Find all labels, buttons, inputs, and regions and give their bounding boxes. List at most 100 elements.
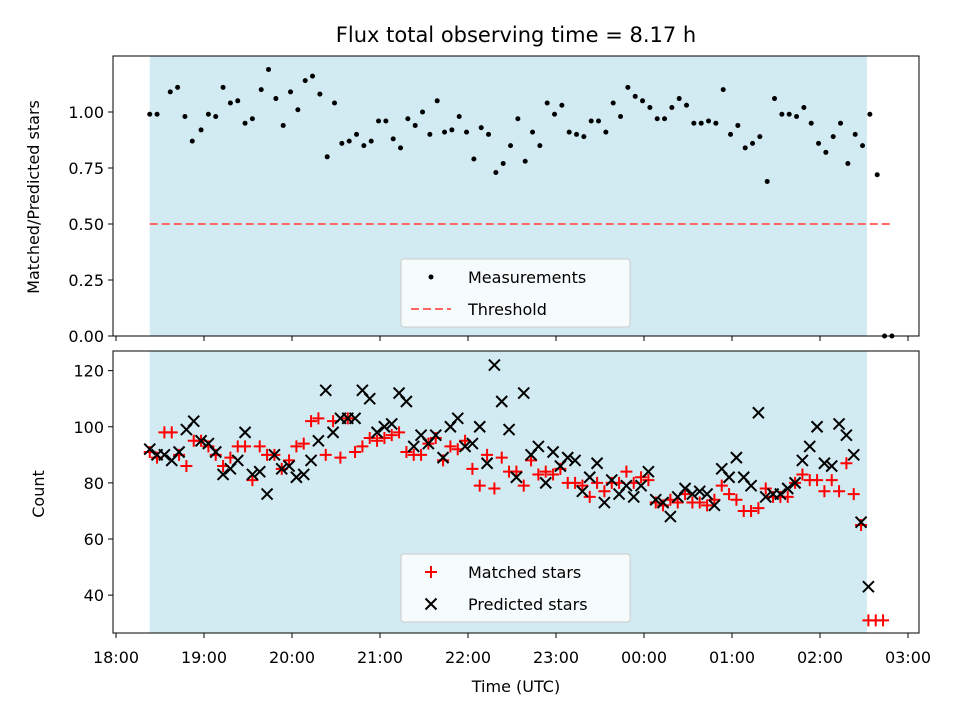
predicted-stars-point-31	[370, 426, 384, 439]
predicted-stars-point-96	[847, 448, 860, 462]
matched-stars-point-37	[415, 448, 428, 461]
matched-stars-point-48	[495, 451, 508, 464]
measurements-point-38	[434, 98, 440, 104]
matched-stars-point-55	[547, 468, 560, 481]
predicted-stars-point-62	[598, 496, 611, 509]
measurements-point-49	[515, 116, 521, 122]
matched-stars-point-14	[246, 474, 259, 487]
matched-stars-point-84	[759, 482, 772, 495]
matched-stars-point-44	[466, 462, 479, 475]
matched-stars-point-41	[444, 440, 457, 453]
predicted-stars-point-71	[664, 510, 677, 523]
measurements-point-58	[581, 134, 587, 140]
predicted-stars-point-88	[788, 476, 802, 490]
matched-stars-point-20	[290, 440, 303, 453]
measurements-point-76	[713, 120, 719, 126]
legend-label-predicted-stars: Predicted stars	[468, 595, 588, 614]
predicted-stars-point-70	[656, 496, 670, 509]
predicted-stars-point-12	[231, 454, 244, 467]
measurements-point-94	[845, 161, 851, 167]
matched-stars-point-76	[701, 499, 714, 512]
measurements-point-59	[588, 118, 594, 124]
measurements-point-37	[427, 131, 433, 137]
measurements-point-20	[302, 78, 308, 84]
predicted-stars-point-49	[502, 423, 516, 436]
measurements-point-23	[324, 154, 330, 160]
matched-stars-point-50	[510, 465, 523, 478]
measurements-point-79	[735, 122, 741, 128]
measurements-point-51	[530, 129, 536, 135]
predicted-stars-point-15	[253, 465, 266, 478]
matched-stars-point-13	[239, 440, 252, 453]
predicted-stars-point-86	[774, 487, 787, 501]
matched-stars-point-67	[635, 471, 648, 484]
measurements-point-65	[632, 93, 638, 99]
measurements-point-13	[249, 116, 255, 122]
measurements-point-28	[361, 143, 367, 149]
x-axis-label: Time (UTC)	[471, 677, 560, 696]
predicted-stars-point-60	[583, 471, 596, 484]
measurements-point-75	[706, 118, 712, 124]
measurements-point-6	[198, 127, 204, 133]
measurements-point-81	[750, 140, 756, 146]
legend-top: Measurements Threshold	[400, 258, 631, 328]
y-tick-label-bottom-1: 60	[84, 530, 104, 549]
measurements-point-54	[552, 111, 558, 117]
predicted-stars-point-14	[246, 468, 259, 481]
measurements-point-21	[310, 73, 316, 79]
measurements-point-67	[647, 105, 653, 111]
predicted-stars-point-57	[561, 451, 574, 464]
matched-stars-point-23	[312, 412, 325, 425]
x-tick-label-3: 21:00	[357, 648, 403, 667]
predicted-stars-point-45	[473, 420, 486, 433]
measurements-point-31	[383, 118, 389, 124]
measurements-point-30	[376, 118, 382, 124]
predicted-stars-point-9	[209, 445, 222, 459]
measurements-point-85	[779, 111, 785, 117]
matched-stars-point-15	[253, 440, 266, 453]
x-tick-label-9: 03:00	[885, 648, 931, 667]
predicted-stars-point-90	[803, 440, 816, 453]
x-tick-label-0: 18:00	[93, 648, 139, 667]
predicted-stars-point-53	[532, 440, 545, 453]
matched-stars-point-91	[811, 474, 824, 487]
predicted-stars-point-61	[590, 457, 604, 470]
measurements-point-36	[420, 109, 426, 115]
legend-label-measurements: Measurements	[468, 268, 586, 287]
y-tick-label-top-4: 1.00	[68, 103, 104, 122]
predicted-stars-point-32	[378, 420, 391, 433]
measurements-point-61	[603, 129, 609, 135]
predicted-stars-point-73	[678, 482, 692, 495]
matched-stars-point-34	[393, 426, 406, 439]
predicted-stars-point-46	[480, 457, 494, 470]
measurements-point-92	[830, 134, 836, 140]
predicted-stars-point-20	[290, 471, 303, 484]
predicted-stars-point-91	[810, 420, 824, 433]
predicted-stars-point-4	[172, 445, 186, 459]
measurements-point-48	[508, 143, 514, 149]
measurements-point-62	[610, 100, 616, 106]
predicted-stars-point-65	[620, 479, 633, 492]
predicted-stars-point-95	[840, 428, 853, 442]
measurements-point-53	[544, 100, 550, 106]
x-tick-label-5: 23:00	[533, 648, 579, 667]
measurements-point-74	[698, 120, 704, 126]
legend-bottom: Matched stars Predicted stars	[400, 553, 631, 623]
measurements-point-87	[794, 113, 800, 119]
axes-frame-bottom	[112, 350, 920, 634]
predicted-stars-point-6	[187, 414, 200, 428]
matched-stars-point-35	[400, 446, 413, 459]
measurements-point-57	[574, 131, 580, 137]
measurements-point-77	[720, 87, 726, 93]
matched-stars-point-92	[818, 485, 831, 498]
predicted-stars-point-80	[730, 451, 743, 464]
measurements-point-93	[838, 120, 844, 126]
y-tick-label-bottom-3: 100	[73, 418, 104, 437]
predicted-stars-point-10	[216, 468, 230, 481]
predicted-stars-point-94	[832, 417, 846, 431]
matched-stars-point-32	[378, 431, 391, 444]
x-tick-label-8: 02:00	[797, 648, 843, 667]
predicted-stars-point-43	[458, 440, 472, 453]
legend-box-top	[400, 258, 631, 328]
measurements-point-5	[189, 138, 195, 144]
